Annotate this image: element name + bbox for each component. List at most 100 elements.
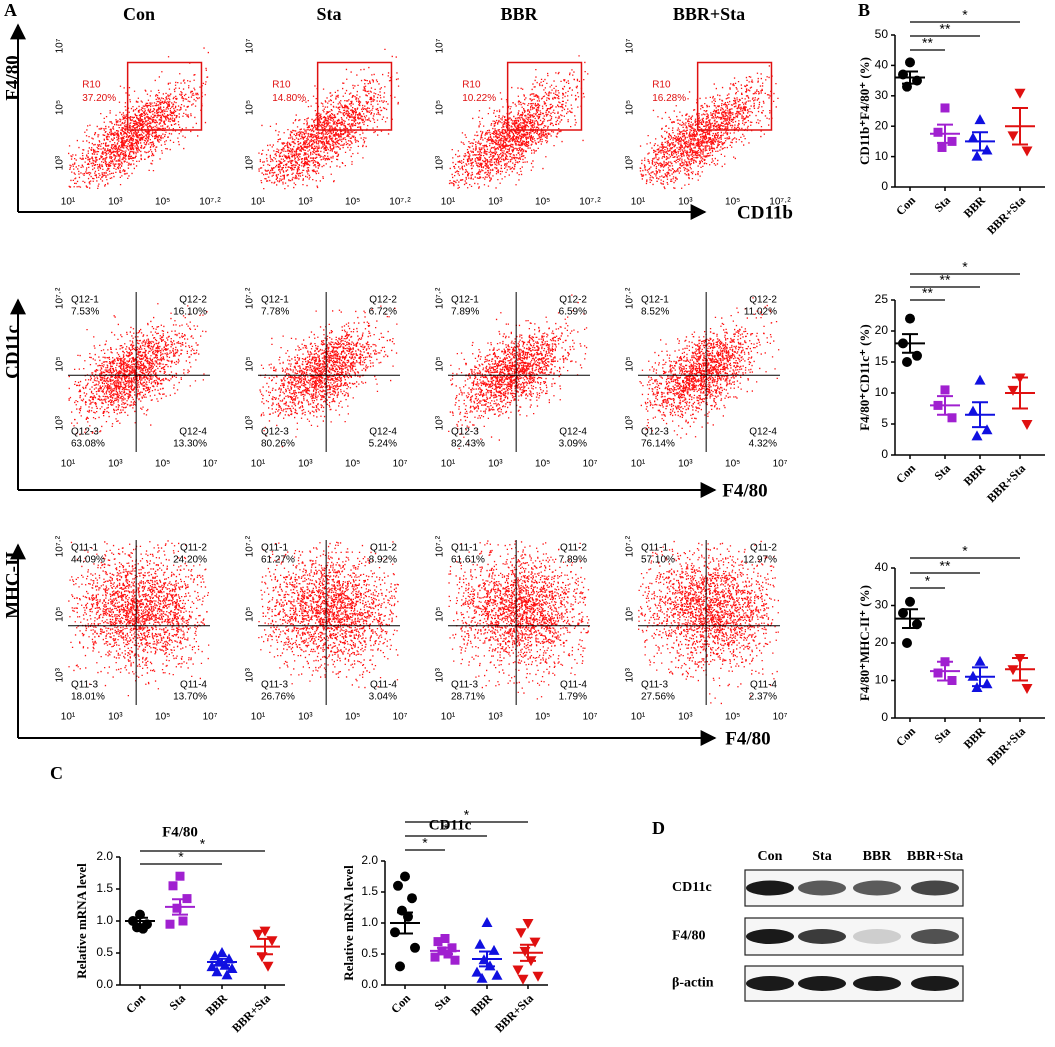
error-bar xyxy=(520,943,536,962)
x-tick-label: 10⁵ xyxy=(155,197,170,208)
column-header: BBR+Sta xyxy=(673,4,745,24)
data-point xyxy=(252,929,264,940)
event-cloud xyxy=(258,541,399,689)
y-tick-label: 1.5 xyxy=(361,884,378,898)
error-bar xyxy=(972,666,988,688)
y-tick-label: 10³ xyxy=(435,415,446,430)
x-tick-label: 10⁷·² xyxy=(389,197,411,208)
data-point xyxy=(395,961,405,972)
error-bar xyxy=(257,937,273,956)
y-tick-label: 10⁵ xyxy=(245,356,256,371)
data-point xyxy=(902,638,912,648)
x-tick-label: 10⁷·² xyxy=(769,197,791,208)
y-tick-label: 10⁷·² xyxy=(245,287,256,309)
y-tick-label: 10⁷·² xyxy=(625,535,636,557)
quadrant-value: 3.09% xyxy=(559,439,587,450)
error-bar xyxy=(172,898,188,916)
data-point xyxy=(905,57,915,68)
axis-title: MHC-II xyxy=(2,551,23,619)
quadrant-name: Q11-2 xyxy=(560,543,587,554)
y-tick-label: 10⁵ xyxy=(435,100,446,115)
error-bar xyxy=(1012,106,1028,146)
x-tick-label: 10³ xyxy=(298,712,313,723)
quadrant-value: 6.59% xyxy=(559,307,587,318)
error-bar xyxy=(972,401,988,429)
band xyxy=(911,880,959,896)
data-point xyxy=(488,944,500,955)
y-tick-label: 2.0 xyxy=(361,853,378,867)
y-tick-label: 10⁷ xyxy=(625,38,636,53)
y-tick-label: 40 xyxy=(875,58,889,72)
x-tick-label: 10³ xyxy=(488,712,503,723)
quadrant-name: Q11-3 xyxy=(71,680,98,691)
y-tick-label: 30 xyxy=(875,88,889,102)
x-tick-label: 10⁵ xyxy=(345,712,360,723)
error-bar xyxy=(937,395,953,416)
quadrant-value: 16.10% xyxy=(173,307,207,318)
quadrant-value: 63.08% xyxy=(71,439,105,450)
quadrant-name: Q12-4 xyxy=(559,427,587,438)
quadrant-value: 6.72% xyxy=(369,307,397,318)
data-point xyxy=(390,927,400,938)
y-tick-label: 5 xyxy=(881,416,888,430)
data-point xyxy=(940,103,950,113)
significance-label: * xyxy=(464,807,470,823)
x-tick-label: 10¹ xyxy=(441,712,456,723)
quadrant-name: Q12-3 xyxy=(71,427,99,438)
y-tick-label: 10⁷·² xyxy=(55,287,66,309)
quadrant-value: 7.53% xyxy=(71,307,99,318)
significance-label: * xyxy=(962,543,968,559)
x-tick-label: BBR xyxy=(468,991,496,1019)
data-point xyxy=(168,881,178,891)
y-axis-title: CD11b⁺F4/80⁺ (%) xyxy=(857,57,872,165)
error-bar xyxy=(937,123,953,144)
quadrant-name: Q12-2 xyxy=(559,295,587,306)
quadrant-value: 76.14% xyxy=(641,439,675,450)
error-bar xyxy=(437,946,453,955)
quadrant-name: Q11-1 xyxy=(451,543,478,554)
blot-label: β-actin xyxy=(672,976,714,991)
y-tick-label: 10⁷·² xyxy=(55,535,66,557)
event-cloud xyxy=(639,65,779,190)
event-cloud xyxy=(258,48,400,190)
quadrant-name: Q11-2 xyxy=(750,543,777,554)
x-tick-label: Con xyxy=(893,724,918,749)
quadrant-value: 4.32% xyxy=(749,439,777,450)
data-point xyxy=(221,969,233,980)
quadrant-name: Q11-2 xyxy=(370,543,397,554)
y-tick-label: 10⁵ xyxy=(55,607,66,622)
quadrant-name: Q12-2 xyxy=(369,295,397,306)
data-point xyxy=(522,919,534,929)
axis-title: F4/80 xyxy=(725,728,770,749)
quadrant-value: 5.24% xyxy=(369,439,397,450)
data-point xyxy=(1021,146,1033,157)
y-tick-label: 20 xyxy=(875,118,889,132)
x-tick-label: 10¹ xyxy=(631,712,646,723)
y-tick-label: 10⁷ xyxy=(245,38,256,53)
data-point xyxy=(905,596,915,607)
data-point xyxy=(981,424,993,435)
y-tick-label: 10⁷ xyxy=(435,38,446,53)
x-tick-label: 10⁷·² xyxy=(199,197,221,208)
event-cloud xyxy=(68,303,208,436)
gate xyxy=(126,61,203,131)
quadrant-value: 24.20% xyxy=(173,555,207,566)
column-header: BBR xyxy=(500,4,538,24)
column-header: Con xyxy=(123,4,155,24)
data-point xyxy=(940,385,950,395)
x-tick-label: 10⁵ xyxy=(535,712,550,723)
lane-label: Sta xyxy=(812,849,831,864)
error-bar xyxy=(132,916,148,926)
quadrant-value: 8.92% xyxy=(369,555,397,566)
data-point xyxy=(974,114,986,125)
x-tick-label: BBR+Sta xyxy=(984,193,1028,237)
significance-label: * xyxy=(443,821,449,837)
y-tick-label: 10⁷·² xyxy=(245,535,256,557)
x-tick-label: 10³ xyxy=(678,197,693,208)
x-tick-label: 10⁷ xyxy=(583,459,598,470)
x-tick-label: BBR xyxy=(961,193,989,221)
y-tick-label: 10 xyxy=(875,149,889,163)
x-tick-label: 10³ xyxy=(108,459,123,470)
y-tick-label: 10⁷·² xyxy=(435,535,446,557)
